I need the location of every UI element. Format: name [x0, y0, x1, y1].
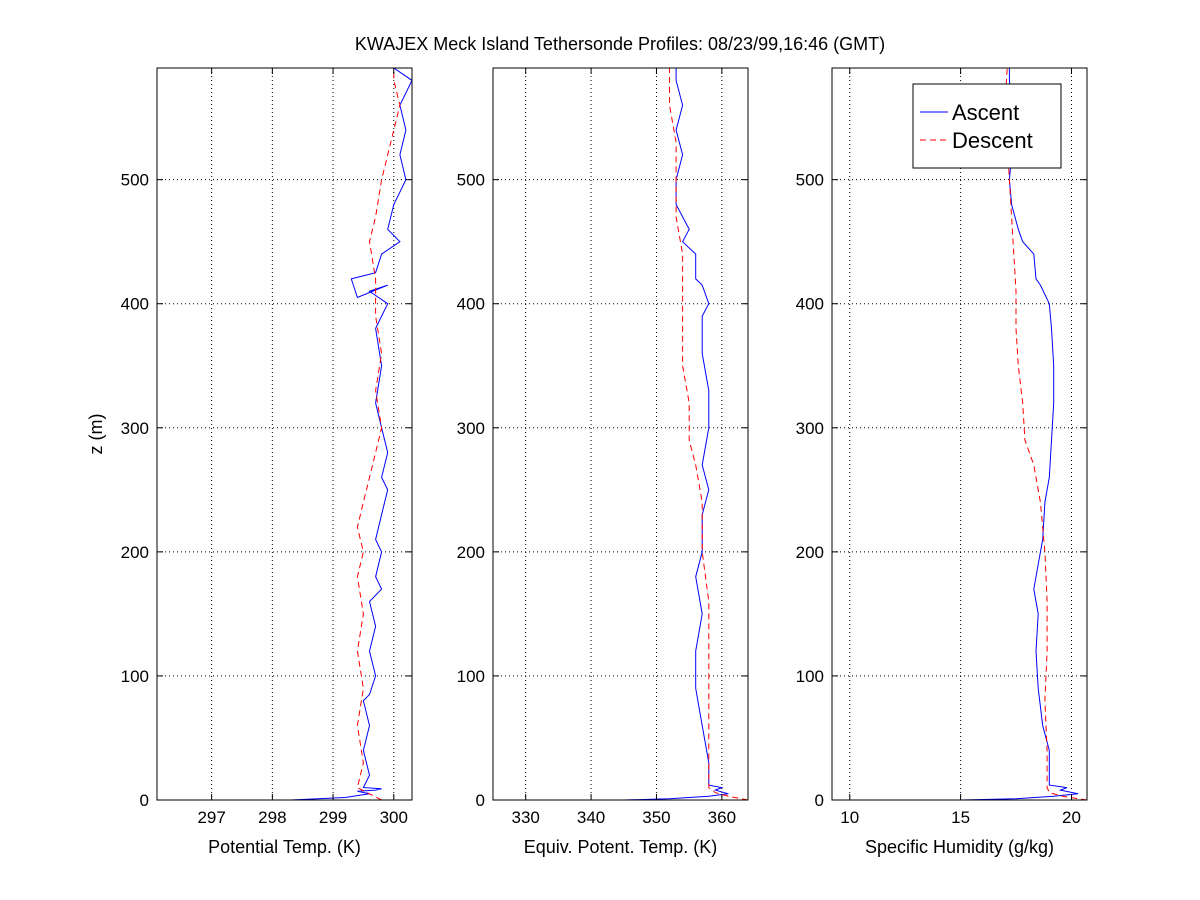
specific-humidity-ytick-label: 100	[796, 667, 824, 686]
specific-humidity-series-ascent	[832, 68, 1079, 800]
panel-potential-temp: 297 298 299 300 0 100 200 300 400 500 Potential Te…	[86, 67, 413, 857]
specific-humidity-ytick-label: 200	[796, 543, 824, 562]
potential-temp-xlabel: Potential Temp. (K)	[208, 837, 361, 857]
potential-temp-ytick-label: 400	[121, 295, 149, 314]
equiv-potent-temp-ytick-label: 200	[457, 543, 485, 562]
potential-temp-ytick-label: 0	[140, 791, 149, 810]
potential-temp-xtick-label: 299	[319, 808, 347, 827]
equiv-potent-temp-ytick-label: 400	[457, 295, 485, 314]
specific-humidity-xtick-label: 10	[840, 808, 859, 827]
legend-label-ascent: Ascent	[952, 100, 1019, 125]
potential-temp-ylabel: z (m)	[86, 414, 106, 455]
specific-humidity-ytick-label: 400	[796, 295, 824, 314]
equiv-potent-temp-series-descent	[669, 68, 748, 800]
potential-temp-ytick-label: 100	[121, 667, 149, 686]
specific-humidity-xtick-label: 15	[951, 808, 970, 827]
specific-humidity-frame	[831, 67, 1088, 801]
potential-temp-series-ascent	[157, 68, 412, 800]
legend: Ascent Descent	[912, 83, 1062, 169]
equiv-potent-temp-xtick-label: 360	[708, 808, 736, 827]
equiv-potent-temp-ytick-label: 500	[457, 171, 485, 190]
potential-temp-xtick-label: 297	[197, 808, 225, 827]
potential-temp-xtick-label: 300	[380, 808, 408, 827]
potential-temp-series-descent	[356, 68, 401, 800]
specific-humidity-ytick-label: 0	[815, 791, 824, 810]
equiv-potent-temp-ytick-label: 0	[476, 791, 485, 810]
equiv-potent-temp-ytick-label: 100	[457, 667, 485, 686]
specific-humidity-xlabel: Specific Humidity (g/kg)	[865, 837, 1054, 857]
equiv-potent-temp-frame	[492, 67, 749, 801]
equiv-potent-temp-xtick-label: 330	[512, 808, 540, 827]
potential-temp-frame	[156, 67, 413, 801]
legend-box	[912, 83, 1062, 169]
equiv-potent-temp-xtick-label: 350	[642, 808, 670, 827]
equiv-potent-temp-series-ascent	[493, 68, 729, 800]
figure-title: KWAJEX Meck Island Tethersonde Profiles:…	[355, 34, 885, 54]
specific-humidity-ytick-label: 500	[796, 171, 824, 190]
potential-temp-ytick-label: 500	[121, 171, 149, 190]
equiv-potent-temp-xlabel: Equiv. Potent. Temp. (K)	[524, 837, 717, 857]
equiv-potent-temp-xtick-label: 340	[577, 808, 605, 827]
potential-temp-ytick-label: 300	[121, 419, 149, 438]
specific-humidity-xtick-label: 20	[1062, 808, 1081, 827]
specific-humidity-series-descent	[1004, 68, 1087, 800]
potential-temp-ytick-label: 200	[121, 543, 149, 562]
potential-temp-xtick-label: 298	[258, 808, 286, 827]
legend-label-descent: Descent	[952, 128, 1033, 153]
panel-equiv-potent-temp: 330 340 350 360 0 100 200 300 400 500 Equiv. Poten…	[457, 67, 749, 857]
specific-humidity-ytick-label: 300	[796, 419, 824, 438]
equiv-potent-temp-ytick-label: 300	[457, 419, 485, 438]
